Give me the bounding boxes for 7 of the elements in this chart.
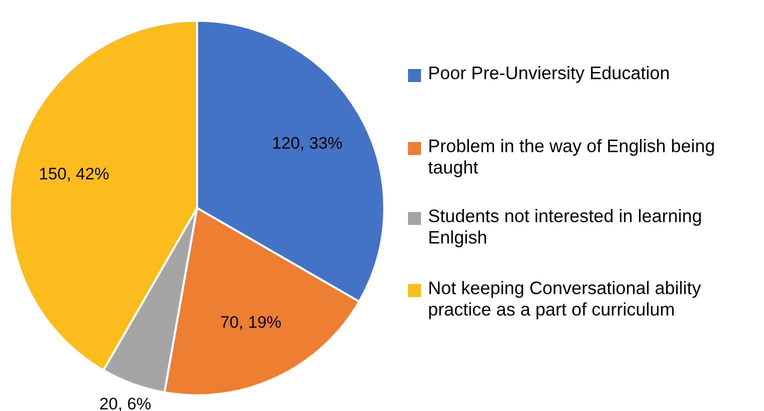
data-label: 120, 33% (273, 137, 342, 151)
data-label: 150, 42% (40, 168, 109, 182)
legend-label: Not keeping Conversational ability practice as a part of curriculum (429, 281, 701, 320)
data-label: 70, 19% (221, 316, 281, 330)
legend-label: Students not interested in learning Enlgish (428, 209, 701, 248)
legend-label: Poor Pre-Unviersity Education (429, 66, 669, 83)
legend-label: Problem in the way of English being taught (428, 139, 714, 178)
